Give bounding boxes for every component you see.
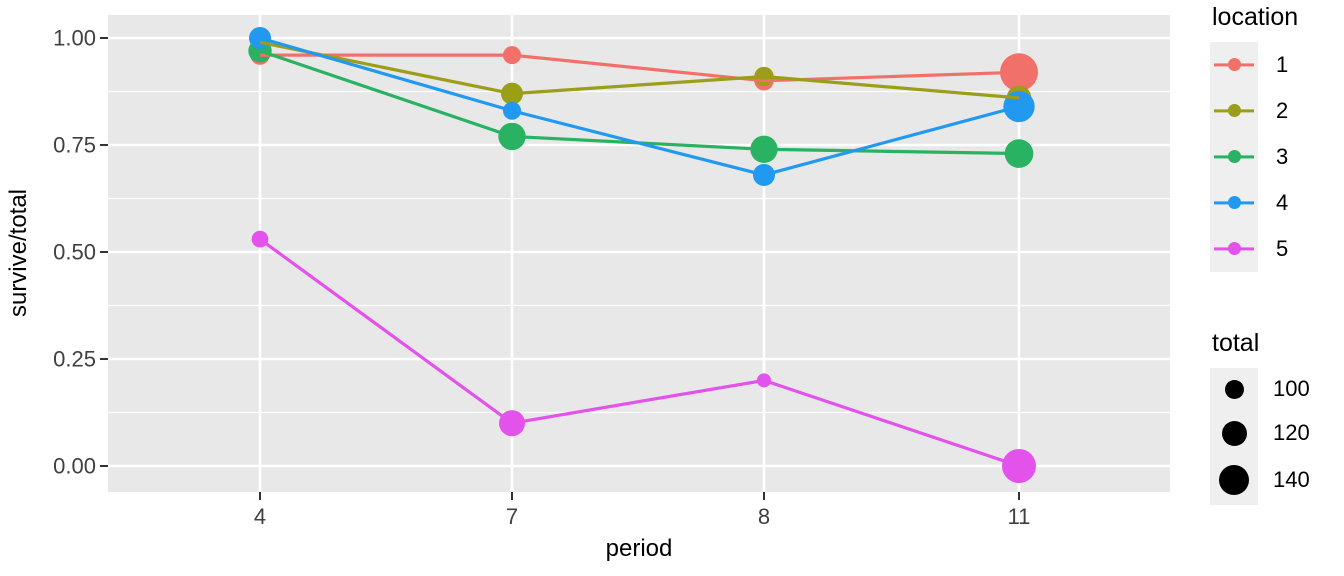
x-axis-title: period (606, 535, 673, 562)
legend-key-dot-icon (1227, 150, 1241, 163)
x-tick-label: 11 (1008, 504, 1031, 529)
legend-size-dot-icon (1221, 420, 1247, 446)
legend-location-label: 5 (1276, 235, 1289, 261)
legend-total-title: total (1212, 329, 1260, 357)
y-tick-label: 0.00 (53, 454, 96, 479)
data-line-location-2 (259, 40, 1020, 100)
legend-key-dot-icon (1227, 242, 1241, 255)
legend-size-key-icon (1210, 367, 1258, 411)
x-tick-label: 8 (758, 504, 770, 529)
legend-size-dot-icon (1224, 379, 1244, 399)
legend-key-dot-icon (1227, 104, 1241, 117)
x-tick-label: 4 (254, 504, 266, 529)
legend-location-item: 5 (1210, 225, 1298, 272)
legend-key-icon (1210, 225, 1258, 272)
y-tick-label: 0.50 (53, 240, 96, 265)
legend-size-dot-icon (1219, 465, 1249, 495)
legend-total-label: 120 (1273, 420, 1310, 445)
legend-total-label: 140 (1273, 467, 1310, 492)
legend-key-icon (1210, 133, 1258, 180)
y-tick-label: 0.25 (53, 347, 96, 372)
legend-key-icon (1210, 179, 1258, 226)
legend-location-item: 1 (1210, 41, 1298, 88)
legend-location-label: 1 (1276, 51, 1289, 77)
legend-location-label: 3 (1276, 143, 1289, 169)
legend-total-label: 100 (1273, 376, 1310, 401)
legend-location: location 1 2 3 4 5 (1210, 0, 1298, 272)
legend-size-key-icon (1210, 410, 1258, 456)
data-line-location-1 (260, 53, 1020, 83)
legend-total-item: 140 (1210, 455, 1310, 505)
legend-key-dot-icon (1227, 196, 1241, 209)
legend-key-dot-icon (1227, 58, 1241, 71)
legend-location-item: 3 (1210, 133, 1298, 180)
legend-location-label: 4 (1276, 189, 1289, 215)
y-axis-title: survive/total (5, 189, 32, 317)
legend-total-item: 100 (1210, 367, 1310, 411)
legend-location-item: 4 (1210, 179, 1298, 226)
legend-key-icon (1210, 87, 1258, 134)
legend-key-icon (1210, 41, 1258, 88)
data-line-location-4 (259, 36, 1020, 177)
legend-location-title: location (1212, 3, 1299, 31)
legend-total-item: 120 (1210, 410, 1310, 456)
y-tick-label: 0.75 (53, 133, 96, 158)
x-tick-label: 7 (506, 504, 518, 529)
legend-location-label: 2 (1276, 97, 1289, 123)
data-line-location-5 (259, 237, 1020, 468)
legend-location-rows: 1 2 3 4 5 (1210, 41, 1298, 272)
legend-location-item: 2 (1210, 87, 1298, 134)
y-tick-label: 1.00 (53, 26, 96, 51)
legend-total-rows: 100 120 140 (1210, 367, 1310, 505)
legend-size-key-icon (1210, 455, 1258, 505)
legend-total: total 100 120 140 (1210, 326, 1310, 505)
